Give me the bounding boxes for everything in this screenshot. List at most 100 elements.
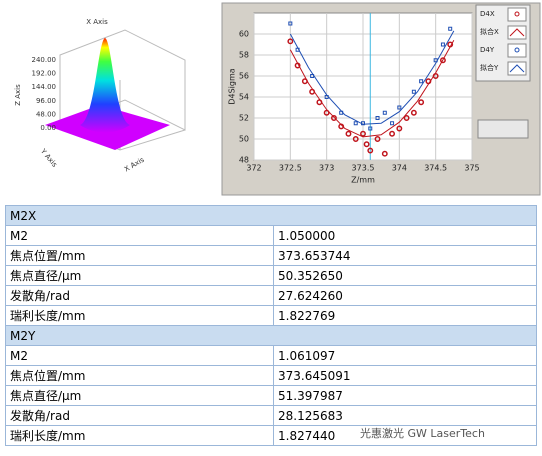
y-tick-label: 50 (239, 135, 249, 144)
point (396, 125, 403, 132)
point (345, 130, 352, 137)
y-tick-label: 58 (239, 51, 249, 60)
label-cell: 焦点位置/mm (5, 245, 274, 266)
point (440, 42, 445, 47)
row: 焦点位置/mm 373.653744 (5, 245, 537, 266)
row: 焦点位置/mm 373.645091 (5, 365, 537, 386)
fit-line (289, 30, 455, 125)
row: 发散角/rad 27.624260 (5, 285, 537, 306)
point (411, 89, 416, 94)
legend-swatch (507, 61, 527, 76)
axis-label: Y Axis (38, 147, 59, 169)
value-cell: 51.397987 (273, 385, 537, 406)
value-cell: 1.822769 (273, 305, 537, 326)
legend-swatch (507, 43, 527, 58)
x-tick-label: 373 (319, 164, 334, 173)
z-tick-label: 96.00 (36, 97, 56, 105)
point (287, 38, 294, 45)
point (419, 79, 424, 84)
point (397, 105, 402, 110)
label-cell: 发散角/rad (5, 405, 274, 426)
value-cell: 1.061097 (273, 345, 537, 366)
point (353, 121, 358, 126)
result-table: M2X M2 1.050000 焦点位置/mm 373.653744 焦点直径/μm 50.… (5, 205, 537, 446)
legend-marker (514, 11, 520, 17)
point (389, 130, 396, 137)
z-tick-label: 240.00 (32, 56, 57, 64)
y-tick-label: 56 (239, 72, 249, 81)
z-tick-label: 144.00 (32, 83, 57, 91)
axis-label: X Axis (86, 18, 108, 26)
label-cell: 发散角/rad (5, 285, 274, 306)
value-cell: 28.125683 (273, 405, 537, 426)
row: 瑞利长度/mm 1.822769 (5, 305, 537, 326)
point (330, 115, 337, 121)
legend-marker (514, 47, 520, 53)
legend-label: D4X (480, 10, 495, 18)
y-tick-label: 52 (239, 114, 249, 123)
surface-peak (80, 38, 130, 133)
watermark: 光惠激光 GW LaserTech (360, 427, 485, 440)
x-tick-label: 372.5 (279, 164, 302, 173)
point (448, 26, 453, 31)
row: 焦点直径/μm 50.352650 (5, 265, 537, 286)
label-cell: 焦点直径/μm (5, 385, 274, 406)
point (410, 109, 417, 116)
y-tick-label: 48 (239, 156, 249, 165)
point (439, 57, 446, 64)
legend-swatch (507, 7, 527, 22)
value-cell: 373.645091 (273, 365, 537, 386)
x-tick-label: 374.5 (424, 164, 447, 173)
legend-line (509, 28, 525, 37)
button[interactable] (477, 119, 529, 139)
legend-label: 拟合Y (480, 63, 499, 72)
point (374, 136, 381, 142)
row: 发散角/rad 28.125683 (5, 405, 537, 426)
x-tick-label: 374 (392, 164, 407, 173)
row: M2 1.061097 (5, 345, 537, 366)
z-tick-label: 0.00 (40, 124, 56, 132)
y-tick-label: 60 (239, 30, 249, 39)
point (323, 109, 330, 116)
x-tick-label: 373.5 (352, 164, 375, 173)
legend-swatch (507, 25, 527, 40)
label-cell: M2 (5, 345, 274, 366)
surface-plot: X Axis Z Axis Y Axis X Axis 240.00 192.00… (14, 18, 186, 173)
value-cell: 27.624260 (273, 285, 537, 306)
label-cell: 焦点直径/μm (5, 265, 274, 286)
y-axis-label: D4Sigma (228, 68, 237, 104)
value-cell: 1.827440 (273, 425, 537, 446)
point (360, 130, 366, 137)
point (381, 150, 388, 157)
legend-label: D4Y (480, 46, 495, 54)
legend-line (509, 64, 525, 73)
x-tick-label: 372 (246, 164, 261, 173)
x-tick-label: 375 (464, 164, 479, 173)
section-row: M2Y (5, 325, 537, 346)
point (375, 116, 380, 120)
chart-panel: 372 372.5 373 373.5 374 374.5 375 48 50 52 54 56 58 6… (221, 2, 541, 196)
point (363, 141, 370, 148)
x-axis-label: Z/mm (351, 176, 375, 185)
label-cell: M2 (5, 225, 274, 246)
point (352, 136, 359, 142)
row: M2 1.050000 (5, 225, 537, 246)
point (368, 126, 373, 131)
point (367, 147, 374, 154)
section-row: M2X (5, 205, 537, 226)
value-cell: 1.050000 (273, 225, 537, 246)
figures: X Axis Z Axis Y Axis X Axis 240.00 192.00… (14, 2, 541, 196)
point (288, 21, 293, 26)
legend-label: 拟合X (480, 27, 499, 36)
point (382, 110, 387, 115)
row: 瑞利长度/mm 1.827440 (5, 425, 537, 446)
value-cell: 373.653744 (273, 245, 537, 266)
label-cell: 瑞利长度/mm (5, 425, 274, 446)
point (418, 99, 425, 106)
fit-line (289, 40, 455, 138)
z-tick-label: 192.00 (32, 70, 57, 78)
y-tick-label: 54 (239, 93, 249, 102)
label-cell: 瑞利长度/mm (5, 305, 274, 326)
axis-label: Z Axis (14, 84, 22, 106)
